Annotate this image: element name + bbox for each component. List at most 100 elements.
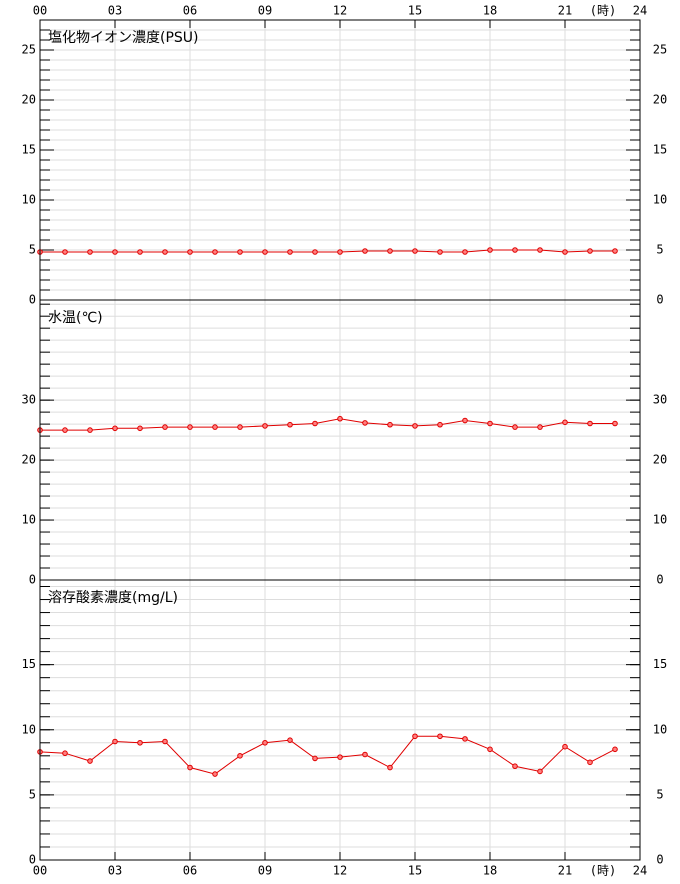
- data-point: [437, 249, 443, 255]
- data-point: [512, 763, 518, 770]
- data-point: [612, 420, 618, 427]
- data-point: [87, 427, 93, 433]
- data-point: [162, 738, 168, 745]
- x-tick-label: 09: [258, 4, 272, 18]
- data-point: [312, 420, 318, 427]
- data-point: [287, 249, 293, 255]
- panel-frame: [39, 579, 641, 861]
- data-point: [212, 424, 218, 430]
- data-point: [312, 755, 318, 762]
- data-point: [362, 420, 368, 426]
- x-tick-label: 24: [633, 4, 647, 18]
- panel-title: 水温(℃): [48, 310, 103, 326]
- y-tick-label: 0: [656, 293, 663, 307]
- x-tick-label: 06: [183, 864, 197, 878]
- data-point: [262, 739, 268, 746]
- y-tick-label: 10: [653, 193, 667, 207]
- data-point: [287, 421, 293, 428]
- x-tick-label: 24: [633, 864, 647, 878]
- data-point: [587, 420, 593, 427]
- data-point: [462, 249, 468, 255]
- data-point: [537, 424, 543, 430]
- data-point: [262, 249, 268, 255]
- data-point: [187, 764, 193, 771]
- y-tick-label: 0: [29, 293, 36, 307]
- x-tick-label: 00: [33, 4, 47, 18]
- y-tick-label: 10: [22, 193, 36, 207]
- data-point: [487, 746, 493, 753]
- data-point: [262, 423, 268, 429]
- data-point: [387, 421, 393, 428]
- data-point: [162, 249, 168, 255]
- x-tick-label: 12: [333, 4, 347, 18]
- data-point: [562, 743, 568, 750]
- x-unit: (時): [590, 864, 616, 878]
- y-tick-label: 15: [22, 657, 36, 671]
- y-tick-label: 15: [653, 657, 667, 671]
- y-tick-label: 15: [22, 143, 36, 157]
- y-tick-label: 30: [653, 393, 667, 407]
- data-point: [212, 249, 218, 255]
- y-tick-label: 25: [653, 43, 667, 57]
- data-point: [237, 424, 243, 430]
- y-tick-label: 20: [653, 93, 667, 107]
- background: [39, 20, 641, 861]
- data-point: [137, 249, 143, 255]
- y-tick-label: 0: [656, 853, 663, 867]
- data-point: [562, 249, 568, 255]
- x-tick-label: 03: [108, 864, 122, 878]
- data-point: [162, 424, 168, 430]
- data-point: [487, 420, 493, 427]
- foreground: 000003030606090912121515181821212424(時)(…: [22, 4, 668, 878]
- data-point: [387, 764, 393, 771]
- data-point: [112, 249, 118, 255]
- y-tick-label: 20: [653, 453, 667, 467]
- y-tick-label: 0: [29, 853, 36, 867]
- data-point: [587, 248, 593, 254]
- data-point: [587, 759, 593, 766]
- x-tick-label: 03: [108, 4, 122, 18]
- data-point: [462, 417, 468, 424]
- data-point: [562, 419, 568, 426]
- data-point: [487, 247, 493, 253]
- y-tick-label: 5: [29, 243, 36, 257]
- series-line: [39, 735, 616, 775]
- x-tick-label: 12: [333, 864, 347, 878]
- x-tick-label: 21: [558, 4, 572, 18]
- x-tick-label: 18: [483, 4, 497, 18]
- data-point: [412, 248, 418, 254]
- data-point: [62, 249, 68, 255]
- y-tick-label: 5: [656, 787, 663, 801]
- data-point: [387, 248, 393, 254]
- x-tick-label: 06: [183, 4, 197, 18]
- data-point: [62, 427, 68, 433]
- data-point: [62, 750, 68, 757]
- y-tick-label: 5: [656, 243, 663, 257]
- y-tick-label: 0: [29, 573, 36, 587]
- data-point: [537, 247, 543, 253]
- data-point: [312, 249, 318, 255]
- y-tick-label: 20: [22, 93, 36, 107]
- y-tick-label: 5: [29, 787, 36, 801]
- y-tick-label: 30: [22, 393, 36, 407]
- x-tick-label: 15: [408, 864, 422, 878]
- series-line: [40, 249, 615, 253]
- data-point: [87, 758, 93, 764]
- y-tick-label: 10: [22, 513, 36, 527]
- y-tick-label: 10: [22, 722, 36, 736]
- data-point: [87, 249, 93, 255]
- data-point: [112, 425, 118, 432]
- y-tick-label: 25: [22, 43, 36, 57]
- data-point: [362, 248, 368, 254]
- panel-title: 塩化物イオン濃度(PSU): [48, 30, 199, 46]
- data-point: [512, 247, 518, 253]
- data-point: [337, 415, 343, 422]
- data-point: [437, 421, 443, 428]
- x-unit: (時): [590, 4, 616, 18]
- x-tick-label: 00: [33, 864, 47, 878]
- data-point: [362, 751, 368, 758]
- series-line: [40, 418, 615, 431]
- data-point: [412, 733, 418, 740]
- data-point: [612, 248, 618, 254]
